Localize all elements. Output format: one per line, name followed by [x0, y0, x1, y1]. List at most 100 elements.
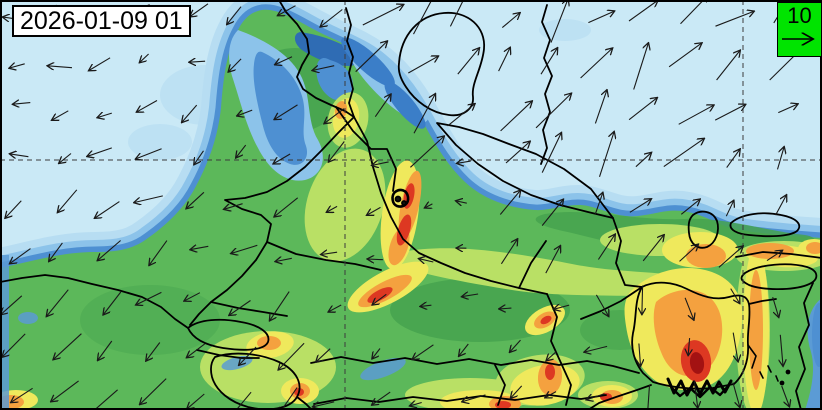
wind-arrow — [103, 291, 122, 315]
wind-arrow — [499, 308, 512, 309]
wind-arrow — [275, 197, 299, 217]
wind-arrow — [413, 344, 434, 359]
wind-arrow — [663, 139, 704, 168]
wind-arrow — [684, 297, 694, 320]
wind-arrow — [270, 291, 290, 321]
wind-arrow — [362, 5, 403, 26]
wind-arrow — [628, 98, 657, 121]
wind-arrow — [321, 9, 343, 27]
wind-arrow — [279, 342, 305, 369]
wind-arrow — [239, 346, 257, 365]
wind-arrow — [500, 239, 517, 265]
delta-islands — [747, 344, 779, 382]
kutch-outline — [187, 318, 270, 351]
wind-arrow — [447, 104, 475, 127]
wind-arrow — [3, 333, 26, 357]
wind-arrow — [372, 162, 389, 165]
wind-arrow — [778, 104, 797, 114]
wind-arrow — [13, 103, 31, 105]
wind-arrow — [137, 100, 158, 112]
wind-arrow — [726, 149, 740, 168]
wind-arrow — [498, 48, 510, 72]
wind-arrow — [185, 292, 201, 301]
wind-arrow — [595, 294, 608, 316]
wind-arrow — [231, 391, 252, 410]
wind-arrow — [449, 0, 466, 27]
wind-arrow — [500, 101, 532, 132]
wind-arrow — [410, 136, 444, 168]
wind-arrow — [457, 161, 471, 163]
wind-arrow — [134, 195, 163, 203]
wind-arrow — [313, 401, 335, 407]
wind-arrow — [98, 113, 112, 117]
wind-arrow — [327, 206, 338, 212]
wind-arrow — [635, 153, 651, 168]
wind-arrow — [1, 295, 23, 315]
wind-arrow — [187, 393, 205, 409]
wind-arrow — [776, 147, 785, 170]
wind-arrow — [372, 391, 391, 405]
wind-arrow — [714, 105, 745, 121]
wind-arrow — [505, 142, 530, 164]
wind-arrow — [373, 293, 387, 304]
wind-arrow — [457, 48, 479, 75]
wind-arrow — [374, 95, 390, 118]
wind-arrow — [11, 387, 33, 402]
wind-arrow — [368, 259, 383, 260]
legend-reference-arrow-icon — [782, 30, 820, 48]
wind-arrow — [629, 199, 651, 213]
wind-arrow — [10, 64, 25, 68]
border-mp-south — [310, 356, 640, 374]
border-up-bihar — [518, 240, 547, 289]
wind-arrow — [647, 384, 651, 410]
wind-arrow — [10, 154, 29, 157]
wind-arrow — [5, 200, 22, 218]
wind-arrow — [275, 56, 293, 65]
wind-arrow — [316, 348, 331, 362]
wind-arrow — [425, 204, 433, 208]
wind-arrow — [190, 3, 209, 17]
wind-arrow — [59, 153, 72, 164]
wind-arrow — [694, 380, 697, 408]
wind-arrow — [594, 90, 606, 124]
wind-arrow — [679, 245, 699, 262]
wind-arrow — [715, 11, 754, 27]
wind-arrow — [140, 378, 167, 405]
wind-arrow — [182, 104, 198, 122]
wind-arrow — [95, 201, 120, 218]
wind-arrow — [688, 338, 689, 355]
wind-arrow — [146, 342, 161, 361]
timestamp-text: 2026-01-09 01 — [20, 7, 183, 35]
wind-arrow — [678, 105, 714, 125]
wind-arrow — [547, 351, 557, 361]
wind-arrow — [419, 259, 434, 262]
wind-arrow — [276, 258, 292, 261]
wind-arrow — [236, 144, 247, 157]
wind-arrow — [329, 304, 342, 312]
border-mp-north — [266, 241, 382, 271]
sundarbans-coast-2 — [670, 383, 731, 399]
wind-arrow — [58, 189, 78, 212]
wind-arrow — [136, 291, 162, 304]
wind-arrow — [231, 244, 258, 253]
wind-arrow — [587, 393, 605, 400]
coastline-east — [587, 384, 652, 410]
wind-arrow — [597, 235, 615, 260]
wind-arrow — [642, 285, 643, 315]
border-bhutan — [729, 212, 801, 238]
wind-arrow — [10, 248, 31, 264]
border-pakistan-north — [278, 0, 355, 118]
sundarbans-coast — [666, 377, 733, 397]
wind-arrow — [772, 296, 779, 317]
wind-arrow — [462, 394, 486, 402]
northwest-blue-tongue — [229, 30, 429, 181]
border-meghalaya — [740, 263, 818, 291]
wind-arrow — [190, 61, 206, 62]
legend-reference-value: 10 — [787, 3, 812, 28]
wind-arrow — [585, 345, 608, 352]
wind-arrow — [421, 305, 432, 306]
wind-arrow — [668, 43, 701, 68]
wind-arrow — [237, 109, 253, 116]
wind-arrow — [329, 141, 345, 162]
